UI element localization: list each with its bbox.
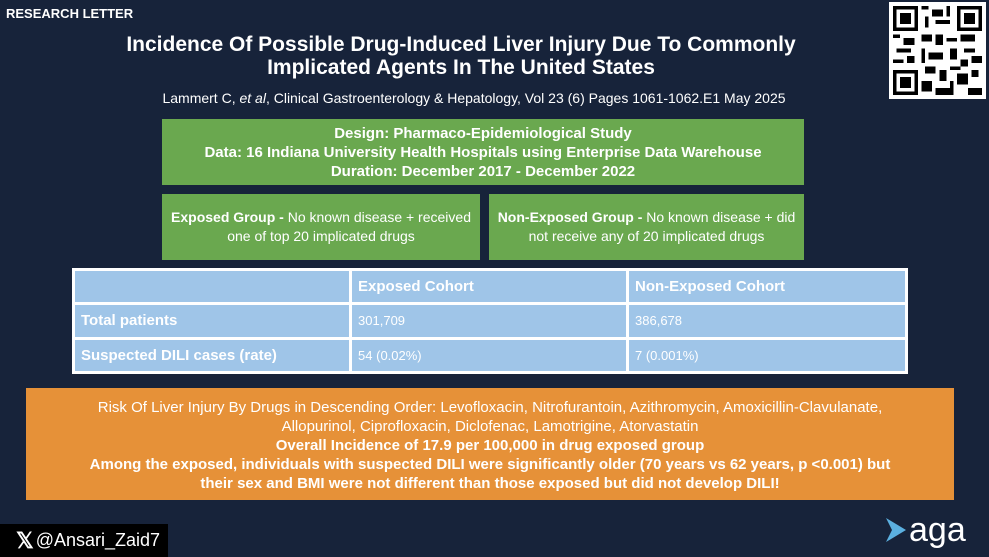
x-handle-badge[interactable]: 𝕏 @Ansari_Zaid7: [0, 524, 168, 557]
design-line: Design: Pharmaco-Epidemiological Study: [334, 125, 632, 142]
risk-drugs-line-2: Allopurinol, Ciprofloxacin, Diclofenac, …: [281, 418, 699, 435]
table-header-exposed: Exposed Cohort: [349, 267, 630, 306]
finding-line-2: their sex and BMI were not different tha…: [200, 475, 780, 492]
qr-code-graphic: [893, 6, 982, 95]
table-header-nonexposed: Non-Exposed Cohort: [626, 267, 908, 306]
citation: Lammert C, et al, Clinical Gastroenterol…: [60, 90, 888, 106]
table-header-row: Exposed Cohort Non-Exposed Cohort: [71, 267, 908, 306]
nonexposed-group-description: No known disease + did not receive any o…: [528, 209, 796, 244]
nonexposed-group-box: Non-Exposed Group - No known disease + d…: [489, 194, 804, 260]
exposed-group-description: No known disease + received one of top 2…: [227, 209, 471, 244]
duration-line: Duration: December 2017 - December 2022: [330, 163, 636, 180]
citation-etal: et al: [239, 90, 266, 106]
table-row: Total patients 301,709 386,678: [71, 302, 908, 340]
risk-drugs-line-1: Risk Of Liver Injury By Drugs in Descend…: [97, 399, 883, 416]
citation-authors: Lammert C,: [162, 90, 240, 106]
row-label-dili-cases: Suspected DILI cases (rate): [71, 336, 353, 375]
x-logo-icon: 𝕏: [16, 527, 34, 553]
finding-line-1: Among the exposed, individuals with susp…: [89, 456, 891, 473]
total-patients-nonexposed: 386,678: [626, 302, 908, 340]
dili-cases-nonexposed: 7 (0.001%): [626, 336, 908, 375]
risk-summary-box: Risk Of Liver Injury By Drugs in Descend…: [26, 388, 954, 500]
author-handle: @Ansari_Zaid7: [35, 530, 161, 550]
citation-journal: , Clinical Gastroenterology & Hepatology…: [265, 90, 786, 106]
data-line: Data: 16 Indiana University Health Hospi…: [204, 144, 762, 161]
research-letter-label: RESEARCH LETTER: [6, 6, 134, 21]
cohort-table: Exposed Cohort Non-Exposed Cohort Total …: [71, 267, 908, 375]
dili-cases-exposed: 54 (0.02%): [349, 336, 630, 375]
overall-incidence: Overall Incidence of 17.9 per 100,000 in…: [275, 437, 705, 454]
aga-arrow-icon: [886, 518, 906, 542]
exposed-group-title: Exposed Group -: [171, 209, 288, 225]
qr-code-icon[interactable]: [889, 2, 986, 99]
row-label-total-patients: Total patients: [71, 302, 353, 340]
title-line-2: Implicated Agents In The United States: [267, 56, 655, 79]
exposed-group-box: Exposed Group - No known disease + recei…: [162, 194, 480, 260]
nonexposed-group-title: Non-Exposed Group -: [497, 209, 647, 225]
total-patients-exposed: 301,709: [349, 302, 630, 340]
page-title: Incidence Of Possible Drug-Induced Liver…: [40, 33, 882, 79]
title-line-1: Incidence Of Possible Drug-Induced Liver…: [126, 33, 796, 56]
study-design-box: Design: Pharmaco-Epidemiological Study D…: [162, 119, 804, 185]
table-header-blank: [71, 267, 353, 306]
aga-logo: aga: [886, 510, 982, 550]
aga-logo-text: aga: [909, 511, 966, 549]
table-row: Suspected DILI cases (rate) 54 (0.02%) 7…: [71, 336, 908, 375]
